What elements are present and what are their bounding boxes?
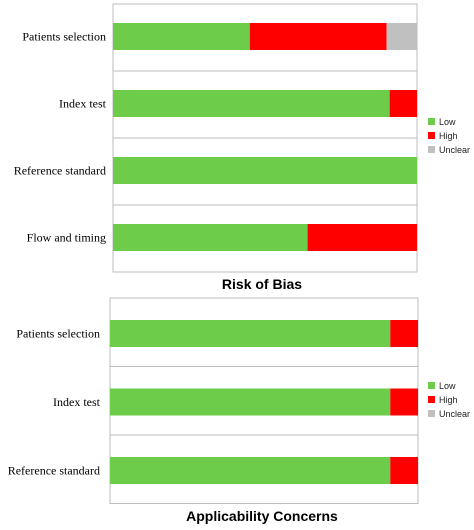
bar-segment-low [110,320,391,347]
category-label: Flow and timing [27,231,106,245]
category-label: Index test [59,97,107,111]
bar-segment-low [113,157,417,184]
category-label: Patients selection [16,327,100,341]
legend-swatch-low [428,118,435,125]
legend-label: High [439,395,458,405]
bar-segment-low [113,23,250,50]
legend-label: Unclear [439,409,470,419]
panel-2: Patients selection Index test Reference st… [8,297,470,524]
bar-segment-high [390,388,418,416]
bar-segment-high [249,23,387,50]
legend-swatch-high [428,132,435,139]
panel-title: Applicability Concerns [186,508,338,524]
bar-segment-high [390,320,418,347]
bar-segment-low [110,388,391,416]
category-label: Reference standard [8,464,100,478]
legend-label: Low [439,117,456,127]
panel-1: Patients selection Index test Reference st… [14,3,470,292]
legend-swatch-high [428,396,435,403]
bar-segment-unclear [386,23,417,50]
legend-label: Low [439,381,456,391]
category-label: Reference standard [14,164,106,178]
bar-segment-low [110,457,391,484]
legend-label: High [439,131,458,141]
bar-segment-high [390,457,418,484]
legend-swatch-low [428,382,435,389]
bar-segment-high [389,90,417,117]
legend-swatch-unclear [428,410,435,417]
bar-segment-low [113,90,390,117]
legend: Low High Unclear [428,381,470,419]
bar-segment-high [307,224,417,251]
legend-label: Unclear [439,145,470,155]
legend-swatch-unclear [428,146,435,153]
bar-segment-low [113,224,308,251]
category-label: Index test [53,395,101,409]
legend: Low High Unclear [428,117,470,155]
category-label: Patients selection [22,30,106,44]
panel-title: Risk of Bias [222,276,302,292]
